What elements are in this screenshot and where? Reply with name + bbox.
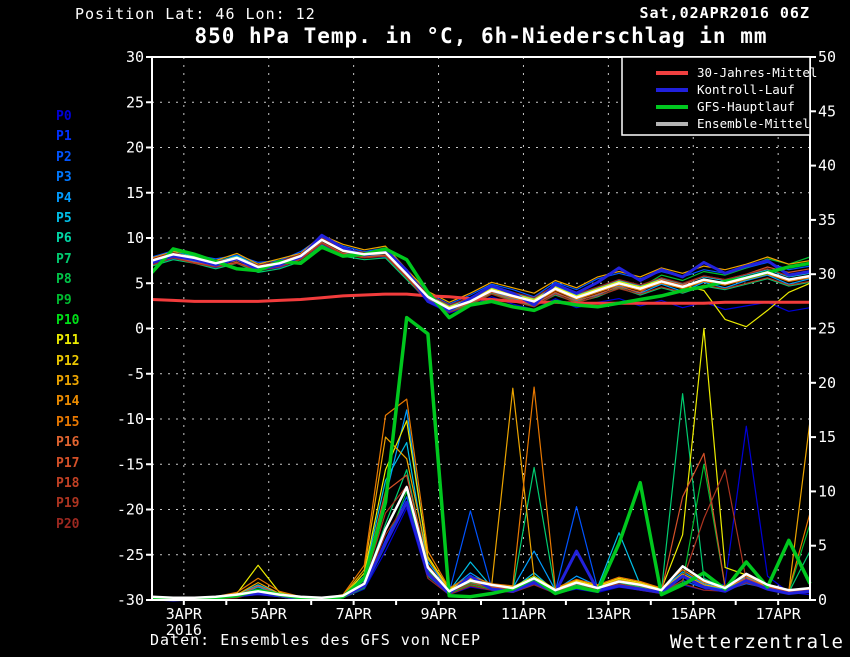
svg-text:7APR: 7APR (336, 605, 373, 623)
ensemble-member-label: P19 (56, 496, 80, 512)
svg-text:20: 20 (818, 374, 836, 392)
brand-label: Wetterzentrale (669, 631, 844, 653)
ensemble-member-label: P13 (56, 374, 80, 390)
svg-text:10: 10 (818, 482, 836, 500)
ensemble-member-label: P16 (56, 435, 80, 451)
svg-text:17APR: 17APR (756, 605, 802, 623)
ensemble-member-label: P3 (56, 170, 72, 186)
svg-text:13APR: 13APR (586, 605, 632, 623)
svg-text:30-Jahres-Mittel: 30-Jahres-Mittel (697, 65, 817, 80)
ensemble-member-label: P12 (56, 353, 80, 369)
ensemble-member-label: P0 (56, 109, 72, 124)
svg-text:9APR: 9APR (420, 605, 457, 623)
ensemble-member-label: P20 (56, 516, 80, 532)
ensemble-member-label: P9 (56, 292, 72, 308)
svg-text:3APR: 3APR (166, 605, 203, 623)
svg-text:-10: -10 (117, 410, 144, 428)
ensemble-member-label: P7 (56, 251, 72, 267)
svg-text:25: 25 (818, 320, 836, 338)
svg-text:15APR: 15APR (671, 605, 717, 623)
svg-text:5APR: 5APR (251, 605, 288, 623)
svg-text:Kontroll-Lauf: Kontroll-Lauf (697, 82, 795, 97)
svg-text:GFS-Hauptlauf: GFS-Hauptlauf (697, 99, 795, 114)
svg-text:20: 20 (126, 139, 144, 157)
svg-text:0: 0 (818, 591, 827, 609)
svg-text:-30: -30 (117, 591, 144, 609)
ensemble-member-label: P11 (56, 333, 80, 349)
ensemble-member-label: P6 (56, 231, 72, 247)
ensemble-member-label: P15 (56, 414, 80, 430)
ensemble-member-label: P1 (56, 129, 72, 145)
svg-text:11APR: 11APR (501, 605, 547, 623)
ensemble-member-label: P10 (56, 312, 80, 328)
svg-text:-15: -15 (117, 455, 144, 473)
svg-text:50: 50 (818, 48, 836, 66)
ensemble-member-list: P0 P1 P2 P3 P4 P5 P6 P7 P8 P9 P10 P11 P12 P13 P14 P15 P1… (56, 107, 79, 535)
run-datetime: Sat,02APR2016 06Z (639, 4, 810, 22)
ensemble-member-label: P18 (56, 476, 80, 492)
svg-text:-20: -20 (117, 501, 144, 519)
svg-text:10: 10 (126, 229, 144, 247)
ensemble-member-label: P2 (56, 149, 72, 165)
svg-text:35: 35 (818, 211, 836, 229)
svg-text:Ensemble-Mittel: Ensemble-Mittel (697, 116, 810, 131)
svg-text:-5: -5 (126, 365, 144, 383)
svg-text:0: 0 (135, 320, 144, 338)
svg-text:25: 25 (126, 93, 144, 111)
svg-text:-25: -25 (117, 546, 144, 564)
svg-text:40: 40 (818, 157, 836, 175)
ensemble-member-label: P14 (56, 394, 80, 410)
ensemble-member-label: P5 (56, 210, 72, 226)
svg-text:15: 15 (818, 428, 836, 446)
ensemble-member-label: P17 (56, 455, 80, 471)
chart-title: 850 hPa Temp. in °C, 6h-Niederschlag in … (194, 24, 768, 48)
svg-text:30: 30 (818, 265, 836, 283)
svg-text:5: 5 (135, 274, 144, 292)
ensemble-member-label: P8 (56, 272, 72, 288)
svg-text:2016: 2016 (166, 621, 202, 639)
ensemble-member-label: P4 (56, 190, 72, 206)
position-label: Position Lat: 46 Lon: 12 (75, 5, 316, 23)
svg-text:5: 5 (818, 537, 827, 555)
svg-text:30: 30 (126, 48, 144, 66)
data-source-label: Daten: Ensembles des GFS von NCEP (150, 631, 482, 649)
svg-text:15: 15 (126, 184, 144, 202)
svg-text:45: 45 (818, 102, 836, 120)
